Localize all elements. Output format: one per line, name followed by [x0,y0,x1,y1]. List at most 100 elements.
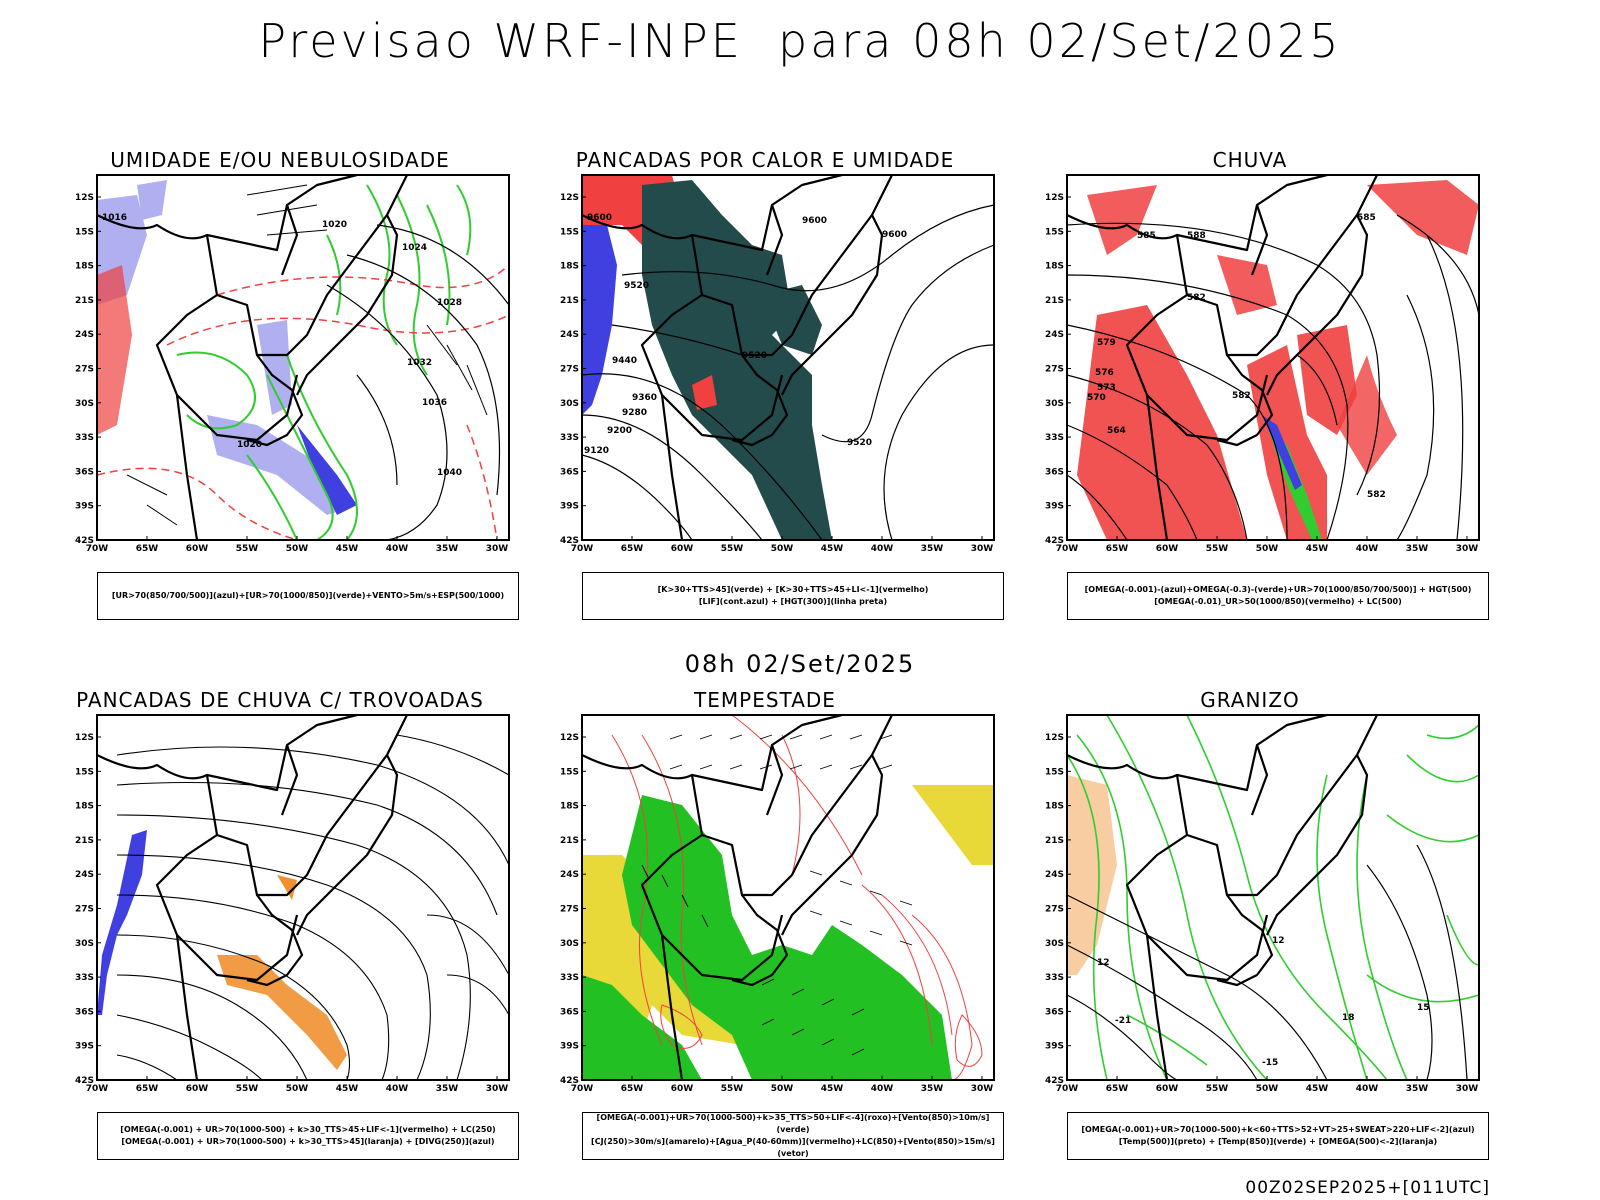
lon-label: 45W [1306,1084,1329,1094]
panel-title: GRANIZO [1200,688,1300,712]
lat-label: 15S [1045,227,1064,237]
lon-label: 35W [1406,544,1429,554]
lon-label: 45W [1306,544,1329,554]
lon-label: 35W [436,544,459,554]
lat-label: 30S [1045,939,1064,949]
contour-label: 585 [1137,231,1156,241]
lat-label: 18S [75,262,94,272]
lat-label: 24S [75,330,94,340]
lat-label: 36S [75,1007,94,1017]
lon-label: 70W [86,1084,109,1094]
lat-label: 27S [75,365,94,375]
lat-label: 15S [75,767,94,777]
lat-axis: 12S 15S 18S 21S 24S 27S 30S 33S 36S 39S 42S [560,193,586,546]
lat-label: 33S [1045,433,1064,443]
lat-label: 15S [560,767,579,777]
contour-label: 1032 [407,358,432,368]
contour-label: 1040 [437,468,462,478]
panel-granizo: GRANIZO [1035,688,1495,1160]
panel-title: UMIDADE E/OU NEBULOSIDADE [110,148,450,172]
lon-label: 50W [771,544,794,554]
run-timestamp: 00Z02SEP2025+[011UTC] [1245,1178,1490,1198]
contour-label: 582 [1367,490,1386,500]
lat-label: 21S [1045,836,1064,846]
lat-label: 39S [75,1042,94,1052]
map-umidade: 1016 1020 1020 1024 1028 1032 1036 1040 … [75,173,510,554]
contour-label: 9360 [632,393,657,403]
lon-label: 45W [821,1084,844,1094]
contour-label: 9120 [584,446,609,456]
lon-label: 35W [1406,1084,1429,1094]
panel-legend: [K>30+TTS>45](verde) + [K>30+TTS>45+LI<-… [582,572,1004,620]
lat-label: 39S [560,1042,579,1052]
legend-line: [K>30+TTS>45](verde) + [K>30+TTS>45+LI<-… [657,585,929,594]
lon-label: 40W [1356,1084,1379,1094]
lat-label: 18S [560,802,579,812]
lon-label: 50W [1256,544,1279,554]
contour-label: 9200 [607,426,632,436]
contour-label: 9520 [742,351,767,361]
map-granizo: 12 12 18 -15 -21 15 12S 15S 18S 21S 24S 27S 30… [1045,713,1480,1094]
lon-label: 60W [1156,1084,1179,1094]
lon-label: 45W [336,544,359,554]
lat-label: 33S [75,433,94,443]
lon-label: 55W [236,1084,259,1094]
lon-label: 70W [571,544,594,554]
lat-label: 33S [560,433,579,443]
lat-label: 24S [560,330,579,340]
main-title: Previsao WRF-INPE para 08h 02/Set/2025 [258,14,1342,68]
lat-label: 24S [1045,330,1064,340]
lon-label: 45W [336,1084,359,1094]
lon-label: 55W [1206,1084,1229,1094]
legend-line: [OMEGA(-0.001)+UR>70(1000-500)+k>35_TTS>… [596,1113,990,1134]
lon-label: 65W [136,1084,159,1094]
contour-label: 9600 [802,216,827,226]
legend-line: [Temp(500)](preto) + [Temp(850)](verde) … [1118,1137,1438,1146]
lat-label: 18S [1045,802,1064,812]
lon-label: 30W [1456,544,1479,554]
lat-label: 27S [75,905,94,915]
lat-label: 42S [75,1076,94,1086]
lat-axis: 12S 15S 18S 21S 24S 27S 30S 33S 36S 39S 42S [1045,193,1071,546]
lon-label: 65W [136,544,159,554]
map-chuva: 585 588 585 582 582 579 576 573 570 564 … [1045,173,1480,554]
lon-label: 40W [386,1084,409,1094]
lat-label: 15S [1045,767,1064,777]
panel-umidade: UMIDADE E/OU NEBULOSIDADE [65,148,525,620]
lon-label: 65W [1106,1084,1129,1094]
contour-label: 573 [1097,383,1116,393]
panel-title: TEMPESTADE [694,688,836,712]
panel-trovoadas: PANCADAS DE CHUVA C/ TROVOADAS [65,688,525,1160]
lat-label: 12S [1045,733,1064,743]
lon-label: 55W [721,1084,744,1094]
lon-label: 70W [86,544,109,554]
lat-label: 36S [1045,1007,1064,1017]
lat-label: 21S [75,296,94,306]
contour-label: 9280 [622,408,647,418]
lon-label: 65W [621,544,644,554]
legend-line: [OMEGA(-0.001) + UR>70(1000-500) + k>30_… [120,1125,496,1134]
lon-label: 60W [186,544,209,554]
lat-label: 39S [560,502,579,512]
lat-label: 21S [75,836,94,846]
contour-label: 18 [1342,1013,1355,1023]
map-trovoadas: 12S 15S 18S 21S 24S 27S 30S 33S 36S 39S 42S 70W 65W… [75,713,510,1094]
lon-label: 70W [571,1084,594,1094]
lat-label: 24S [75,870,94,880]
lon-label: 45W [821,544,844,554]
lat-label: 30S [75,939,94,949]
lat-label: 21S [560,296,579,306]
contour-label: 579 [1097,338,1116,348]
lon-label: 30W [1456,1084,1479,1094]
lon-label: 35W [921,544,944,554]
lat-label: 36S [75,467,94,477]
lat-axis: 12S 15S 18S 21S 24S 27S 30S 33S 36S 39S 42S [75,733,101,1086]
lon-label: 50W [1256,1084,1279,1094]
map-pancadas-calor: 9600 9600 9600 9520 9520 9520 9440 9360 … [560,173,995,554]
lon-label: 60W [1156,544,1179,554]
lon-label: 35W [436,1084,459,1094]
lon-label: 30W [971,544,994,554]
lat-label: 30S [560,939,579,949]
contour-label: 582 [1232,391,1251,401]
panel-legend: [OMEGA(-0.001)-(azul)+OMEGA(-0.3)-(verde… [1067,572,1489,620]
